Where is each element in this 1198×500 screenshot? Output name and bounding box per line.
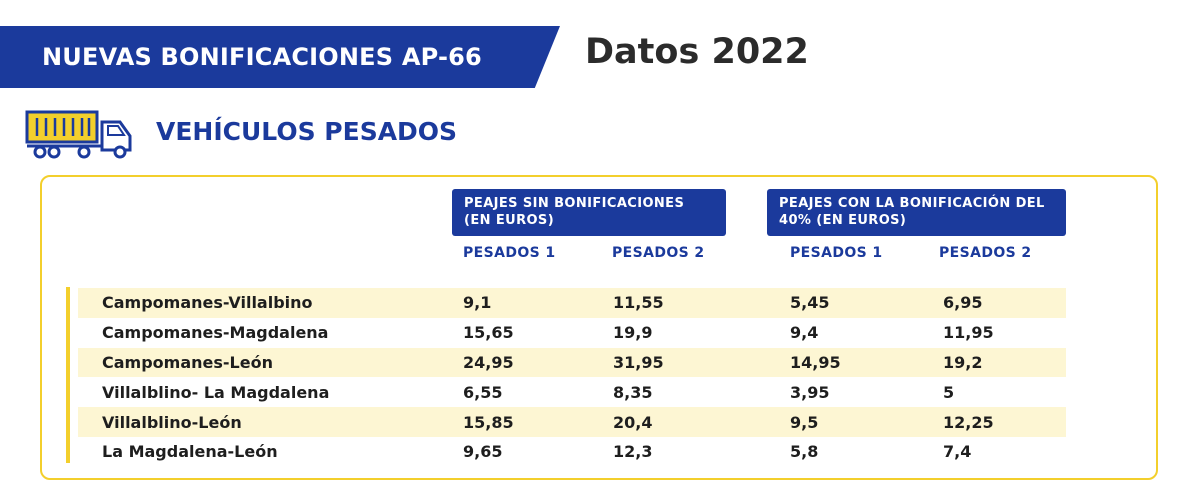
value-pesados-1-con: 5,8 xyxy=(790,442,819,462)
column-header-pesados-2-sin: PESADOS 2 xyxy=(612,245,705,261)
banner-title: NUEVAS BONIFICACIONES AP-66 xyxy=(42,43,482,71)
route-name: Campomanes-León xyxy=(102,352,273,372)
column-header-pesados-1-con: PESADOS 1 xyxy=(790,245,883,261)
table-row: La Magdalena-León 9,65 12,3 5,8 7,4 xyxy=(78,437,1066,467)
group-header-sin-bonificaciones: PEAJES SIN BONIFICACIONES (EN EUROS) xyxy=(452,189,726,236)
value-pesados-1-sin: 15,65 xyxy=(463,323,514,343)
table-row: Villalblino-León 15,85 20,4 9,5 12,25 xyxy=(78,407,1066,437)
truck-icon xyxy=(25,110,132,159)
table-row: Campomanes-León 24,95 31,95 14,95 19,2 xyxy=(78,347,1066,378)
value-pesados-2-con: 6,95 xyxy=(943,293,983,313)
accent-bar xyxy=(66,287,70,463)
banner: NUEVAS BONIFICACIONES AP-66 xyxy=(0,26,560,88)
group-header-con-bonificacion: PEAJES CON LA BONIFICACIÓN DEL 40% (EN E… xyxy=(767,189,1066,236)
value-pesados-2-sin: 31,95 xyxy=(613,352,664,372)
value-pesados-1-con: 14,95 xyxy=(790,352,841,372)
value-pesados-2-con: 19,2 xyxy=(943,352,983,372)
value-pesados-1-sin: 24,95 xyxy=(463,352,514,372)
year-title: Datos 2022 xyxy=(585,32,809,72)
value-pesados-2-sin: 11,55 xyxy=(613,293,664,313)
table-body: Campomanes-Villalbino 9,1 11,55 5,45 6,9… xyxy=(78,288,1066,467)
column-header-pesados-1-sin: PESADOS 1 xyxy=(463,245,556,261)
route-name: Campomanes-Magdalena xyxy=(102,323,329,343)
value-pesados-1-con: 3,95 xyxy=(790,382,830,402)
table-row: Campomanes-Villalbino 9,1 11,55 5,45 6,9… xyxy=(78,288,1066,318)
route-name: Villalblino- La Magdalena xyxy=(102,382,330,402)
table-row: Campomanes-Magdalena 15,65 19,9 9,4 11,9… xyxy=(78,318,1066,348)
table-row: Villalblino- La Magdalena 6,55 8,35 3,95… xyxy=(78,377,1066,407)
table-frame xyxy=(40,175,1158,480)
value-pesados-2-sin: 12,3 xyxy=(613,442,653,462)
route-name: Villalblino-León xyxy=(102,412,242,432)
value-pesados-1-sin: 9,65 xyxy=(463,442,503,462)
value-pesados-2-sin: 19,9 xyxy=(613,323,653,343)
value-pesados-2-con: 5 xyxy=(943,382,955,402)
section-title: VEHÍCULOS PESADOS xyxy=(156,117,458,146)
value-pesados-1-con: 9,4 xyxy=(790,323,819,343)
value-pesados-1-con: 5,45 xyxy=(790,293,830,313)
value-pesados-2-con: 7,4 xyxy=(943,442,972,462)
route-name: Campomanes-Villalbino xyxy=(102,293,313,313)
value-pesados-2-sin: 8,35 xyxy=(613,382,653,402)
value-pesados-2-sin: 20,4 xyxy=(613,412,653,432)
value-pesados-2-con: 12,25 xyxy=(943,412,994,432)
value-pesados-1-sin: 9,1 xyxy=(463,293,492,313)
route-name: La Magdalena-León xyxy=(102,442,278,462)
value-pesados-1-sin: 15,85 xyxy=(463,412,514,432)
value-pesados-1-con: 9,5 xyxy=(790,412,819,432)
value-pesados-1-sin: 6,55 xyxy=(463,382,503,402)
value-pesados-2-con: 11,95 xyxy=(943,323,994,343)
column-header-pesados-2-con: PESADOS 2 xyxy=(939,245,1032,261)
